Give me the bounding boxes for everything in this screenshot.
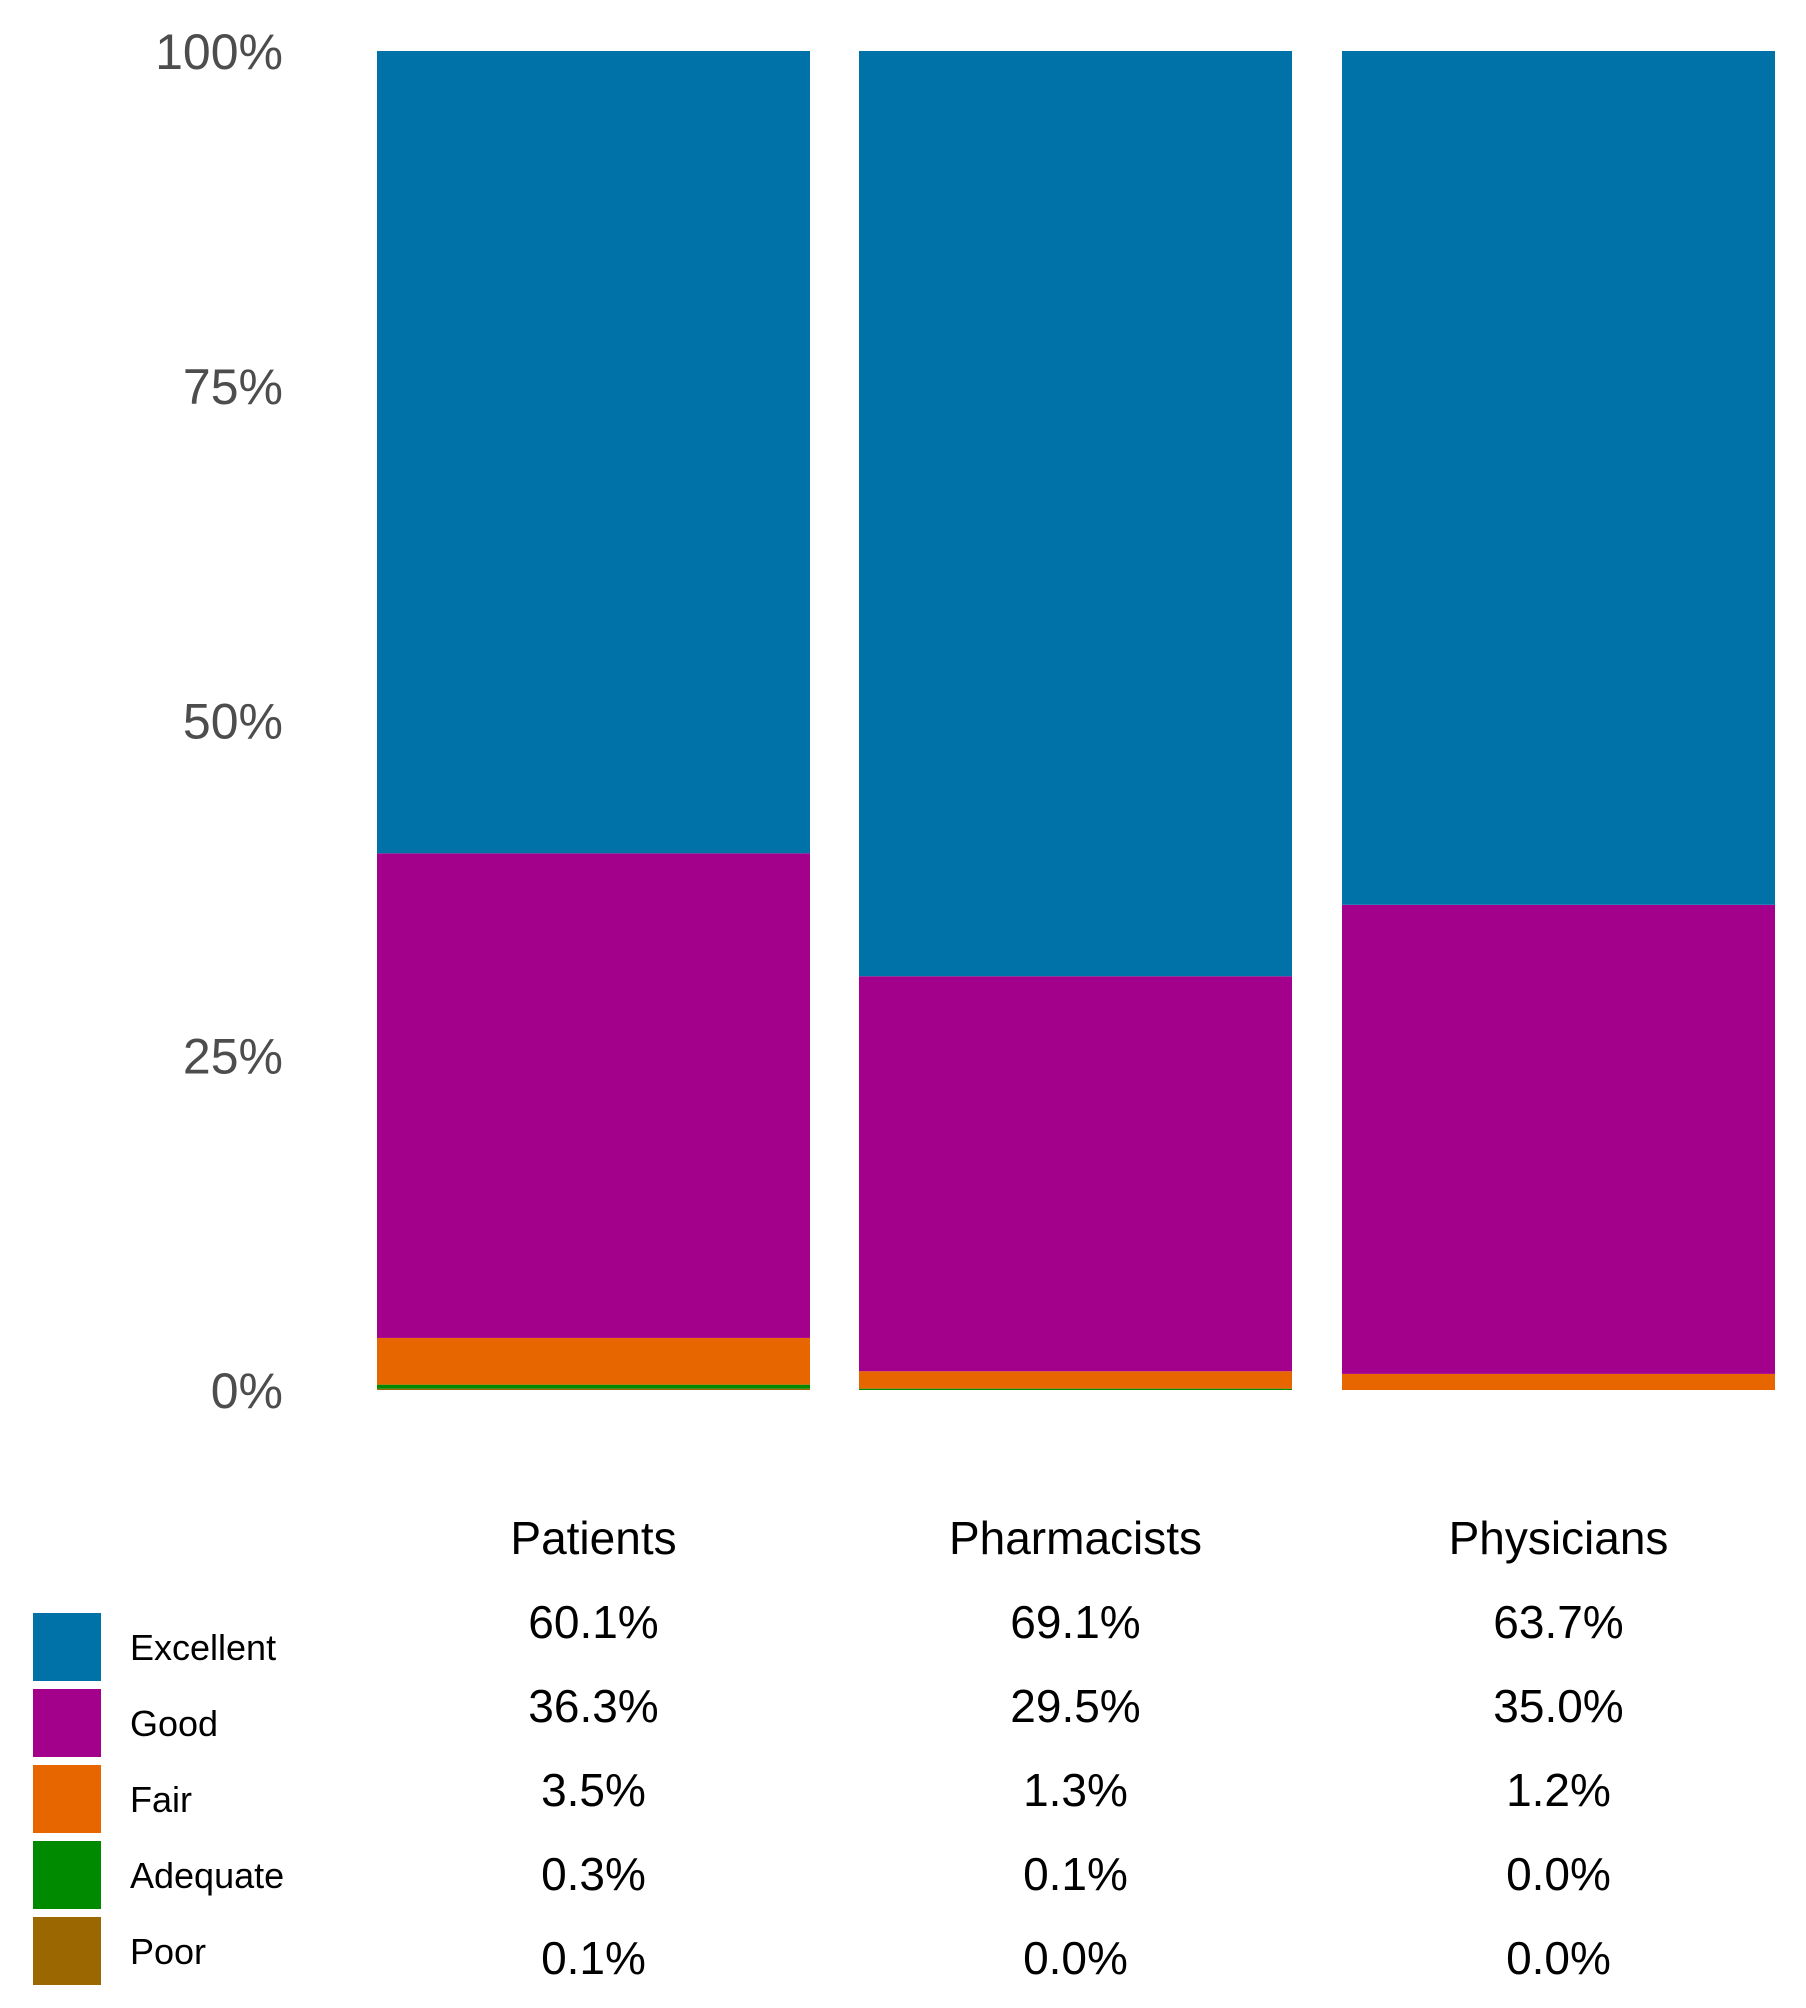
value-label-fair-physicians: 1.2% <box>1506 1764 1611 1816</box>
legend-key-excellent <box>33 1613 101 1681</box>
bar-segment-adequate-pharmacists <box>859 1388 1292 1390</box>
y-tick-label: 50% <box>183 694 283 750</box>
legend-key-poor <box>33 1917 101 1985</box>
y-axis-ticks: 0% 25% 50% 75% 100% <box>155 24 283 1419</box>
value-label-adequate-physicians: 0.0% <box>1506 1848 1611 1900</box>
bar-segment-adequate-patients <box>377 1384 810 1389</box>
bar-segment-good-physicians <box>1342 904 1775 1374</box>
bar-segment-excellent-pharmacists <box>859 51 1292 977</box>
bar-segment-good-pharmacists <box>859 976 1292 1372</box>
y-tick-label: 0% <box>211 1363 283 1419</box>
category-label-patients: Patients <box>510 1512 676 1564</box>
bars <box>377 51 1775 1390</box>
value-table: 60.1% 69.1% 63.7% 36.3% 29.5% 35.0% 3.5% 1.3% 1.… <box>528 1596 1623 1984</box>
legend-key-good <box>33 1689 101 1757</box>
value-label-poor-patients: 0.1% <box>541 1932 646 1984</box>
y-tick-label: 75% <box>183 359 283 415</box>
legend-label-adequate: Adequate <box>130 1855 284 1896</box>
legend-key-adequate <box>33 1841 101 1909</box>
category-label-pharmacists: Pharmacists <box>949 1512 1202 1564</box>
legend-key-fair <box>33 1765 101 1833</box>
bar-segment-fair-pharmacists <box>859 1371 1292 1389</box>
value-label-good-patients: 36.3% <box>528 1680 658 1732</box>
y-tick-label: 100% <box>155 24 283 80</box>
legend-label-good: Good <box>130 1703 218 1744</box>
value-label-excellent-physicians: 63.7% <box>1493 1596 1623 1648</box>
legend-label-fair: Fair <box>130 1779 192 1820</box>
value-label-poor-pharmacists: 0.0% <box>1023 1932 1128 1984</box>
bar-segment-fair-physicians <box>1342 1373 1775 1390</box>
value-label-adequate-patients: 0.3% <box>541 1848 646 1900</box>
bar-segment-excellent-physicians <box>1342 51 1775 905</box>
value-label-adequate-pharmacists: 0.1% <box>1023 1848 1128 1900</box>
legend-label-poor: Poor <box>130 1931 206 1972</box>
value-label-good-pharmacists: 29.5% <box>1010 1680 1140 1732</box>
value-label-good-physicians: 35.0% <box>1493 1680 1623 1732</box>
category-labels: Patients Pharmacists Physicians <box>510 1512 1668 1564</box>
bar-segment-good-patients <box>377 853 810 1338</box>
category-label-physicians: Physicians <box>1449 1512 1669 1564</box>
value-label-fair-pharmacists: 1.3% <box>1023 1764 1128 1816</box>
legend: Excellent Good Fair Adequate Poor <box>33 1613 284 1985</box>
bar-segment-fair-patients <box>377 1337 810 1385</box>
y-tick-label: 25% <box>183 1028 283 1084</box>
legend-label-excellent: Excellent <box>130 1627 276 1668</box>
bar-segment-excellent-patients <box>377 51 810 854</box>
value-label-poor-physicians: 0.0% <box>1506 1932 1611 1984</box>
value-label-excellent-patients: 60.1% <box>528 1596 658 1648</box>
value-label-excellent-pharmacists: 69.1% <box>1010 1596 1140 1648</box>
bar-segment-poor-patients <box>377 1388 810 1390</box>
value-label-fair-patients: 3.5% <box>541 1764 646 1816</box>
